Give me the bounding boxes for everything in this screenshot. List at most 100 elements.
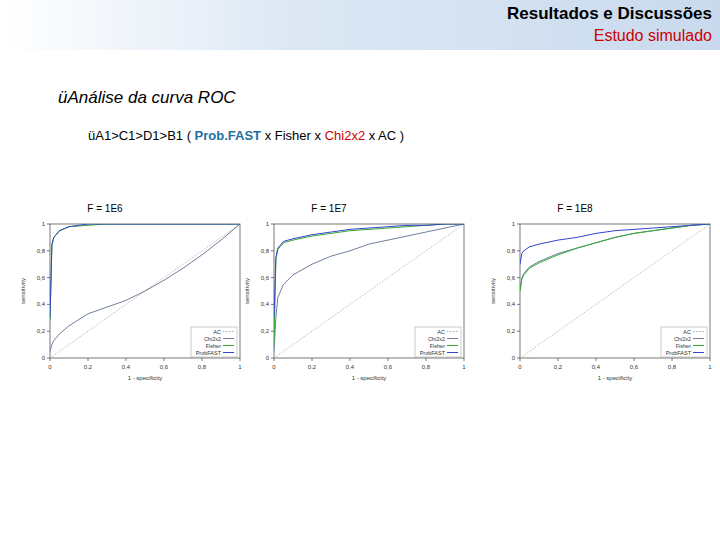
legend-label: Chi2x2: [674, 336, 691, 342]
legend-box: [415, 327, 461, 357]
legend-label: AC: [213, 329, 221, 335]
x-axis-label: 1 - specificity: [352, 375, 387, 381]
roc-line: [520, 224, 710, 358]
y-tick-label: 1: [512, 221, 516, 227]
y-tick-label: 0: [512, 355, 516, 361]
y-tick-label: 0: [42, 355, 46, 361]
x-tick-label: 0: [272, 364, 276, 370]
roc-line: [520, 224, 710, 264]
y-tick-label: 0,6: [507, 275, 516, 281]
roc-line: [274, 224, 464, 358]
y-tick: [517, 224, 520, 225]
y-tick-label: 1: [42, 221, 46, 227]
y-tick: [271, 331, 274, 332]
y-tick-label: 0,6: [261, 275, 270, 281]
legend-swatch: [447, 352, 458, 353]
bullet-text: Chi2x2: [325, 128, 365, 143]
x-tick-label: 0,4: [122, 364, 131, 370]
legend-label: ProbFAST: [666, 350, 692, 356]
legend-label: Fisher: [676, 343, 691, 349]
legend-label: Fisher: [206, 343, 221, 349]
x-tick-label: 0,2: [554, 364, 563, 370]
x-tick: [240, 358, 241, 361]
x-tick-label: 0: [518, 364, 522, 370]
y-tick: [271, 277, 274, 278]
x-tick-label: 0,6: [630, 364, 639, 370]
roc-line: [520, 224, 710, 291]
bullet: üA1>C1>D1>B1 ( Prob.FAST x Fisher x Chi2…: [88, 128, 404, 143]
legend-label: ProbFAST: [420, 350, 446, 356]
legend-label: ProbFAST: [196, 350, 222, 356]
roc-chart: F = 1E800,20,40,60,8100,20,40,60,811 - s…: [486, 200, 718, 390]
x-tick-label: 0,8: [198, 364, 207, 370]
bullet-text: x Fisher x: [261, 128, 325, 143]
y-tick: [271, 304, 274, 305]
y-tick: [517, 304, 520, 305]
legend-swatch: [693, 338, 704, 339]
chart-svg: F = 1E700,20,40,60,8100,20,40,60,811 - s…: [240, 200, 472, 390]
y-tick-label: 0,4: [37, 301, 46, 307]
y-tick: [47, 304, 50, 305]
legend-swatch: [447, 331, 458, 332]
legend-label: AC: [437, 329, 445, 335]
x-tick-label: 1: [238, 364, 242, 370]
y-tick-label: 0,2: [37, 328, 46, 334]
x-tick: [634, 358, 635, 361]
legend-label: Chi2x2: [428, 336, 445, 342]
x-tick-label: 0,8: [422, 364, 431, 370]
y-tick: [47, 331, 50, 332]
y-tick: [47, 358, 50, 359]
x-tick-label: 0,2: [84, 364, 93, 370]
x-tick: [126, 358, 127, 361]
bullet-text: üAnálise da curva ROC: [58, 88, 236, 107]
y-tick-label: 0,6: [37, 275, 46, 281]
plot-area: [274, 224, 464, 358]
plot-frame: [274, 224, 464, 358]
x-tick-label: 1: [708, 364, 712, 370]
legend: ACChi2x2FisherProbFAST: [415, 327, 461, 357]
x-tick: [88, 358, 89, 361]
y-tick: [47, 250, 50, 251]
chart-title: F = 1E6: [87, 203, 123, 214]
plot-area: [520, 224, 710, 358]
y-tick: [271, 224, 274, 225]
roc-line: [50, 224, 240, 318]
x-tick-label: 0,4: [346, 364, 355, 370]
roc-line: [520, 224, 710, 291]
bullet-text: x AC ): [365, 128, 404, 143]
y-tick: [517, 277, 520, 278]
legend: ACChi2x2FisherProbFAST: [661, 327, 707, 357]
legend-box: [191, 327, 237, 357]
x-axis-label: 1 - specificity: [128, 375, 163, 381]
y-tick: [271, 250, 274, 251]
y-tick-label: 0,2: [261, 328, 270, 334]
y-tick-label: 0,4: [261, 301, 270, 307]
y-tick-label: 0: [266, 355, 270, 361]
legend-label: Chi2x2: [204, 336, 221, 342]
roc-line: [50, 224, 240, 320]
x-tick: [558, 358, 559, 361]
y-tick: [271, 358, 274, 359]
x-tick-label: 0,4: [592, 364, 601, 370]
subheader: Estudo simulado: [594, 27, 712, 45]
x-tick-label: 1: [462, 364, 466, 370]
x-tick: [464, 358, 465, 361]
x-tick: [388, 358, 389, 361]
x-tick: [274, 358, 275, 361]
y-tick-label: 0,8: [261, 248, 270, 254]
legend-swatch: [223, 331, 234, 332]
header: Resultados e Discussões: [507, 4, 712, 24]
legend-swatch: [223, 345, 234, 346]
legend-label: Fisher: [430, 343, 445, 349]
x-tick: [50, 358, 51, 361]
x-tick: [426, 358, 427, 361]
y-tick: [517, 331, 520, 332]
roc-line: [274, 224, 464, 345]
x-tick-label: 0,6: [384, 364, 393, 370]
x-tick-label: 0,2: [308, 364, 317, 370]
x-tick: [164, 358, 165, 361]
y-tick: [517, 250, 520, 251]
x-tick-label: 0,8: [668, 364, 677, 370]
y-tick-label: 0,8: [37, 248, 46, 254]
y-axis-label: sensitivity: [20, 278, 26, 304]
